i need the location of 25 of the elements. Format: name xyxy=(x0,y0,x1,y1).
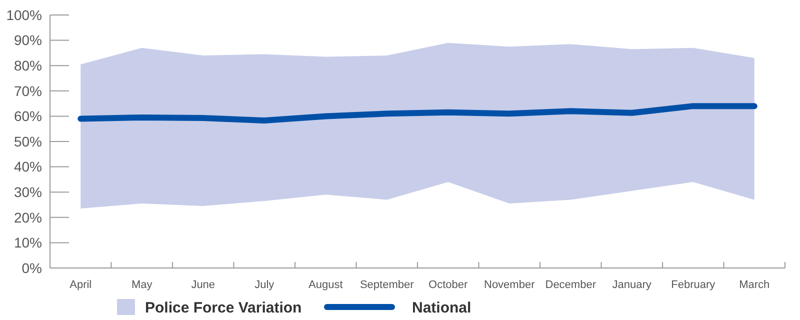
y-tick-label: 40% xyxy=(14,158,42,175)
x-tick-label: August xyxy=(308,279,343,291)
y-tick-label: 70% xyxy=(14,82,42,99)
x-tick-label: December xyxy=(545,279,596,291)
legend-label: National xyxy=(412,299,472,316)
y-tick-label: 20% xyxy=(14,209,42,226)
x-tick-label: April xyxy=(70,279,92,291)
y-tick-label: 100% xyxy=(6,6,42,23)
x-tick-label: January xyxy=(612,279,652,291)
x-tick-label: May xyxy=(131,279,153,291)
y-tick-label: 80% xyxy=(14,58,42,74)
y-tick-label: 10% xyxy=(14,234,42,251)
y-tick-label: 30% xyxy=(14,184,42,200)
y-tick-label: 0% xyxy=(22,260,42,276)
legend-label: Police Force Variation xyxy=(145,299,302,316)
x-tick-label: February xyxy=(671,279,716,291)
x-tick-label: November xyxy=(484,279,536,291)
y-tick-label: 60% xyxy=(14,108,42,124)
x-tick-label: June xyxy=(191,279,216,291)
x-tick-label: September xyxy=(360,279,414,291)
y-tick-label: 90% xyxy=(14,32,42,48)
x-tick-label: October xyxy=(428,279,468,291)
y-tick-label: 50% xyxy=(14,133,42,150)
x-tick-label: July xyxy=(254,279,275,291)
x-tick-label: March xyxy=(739,279,770,291)
